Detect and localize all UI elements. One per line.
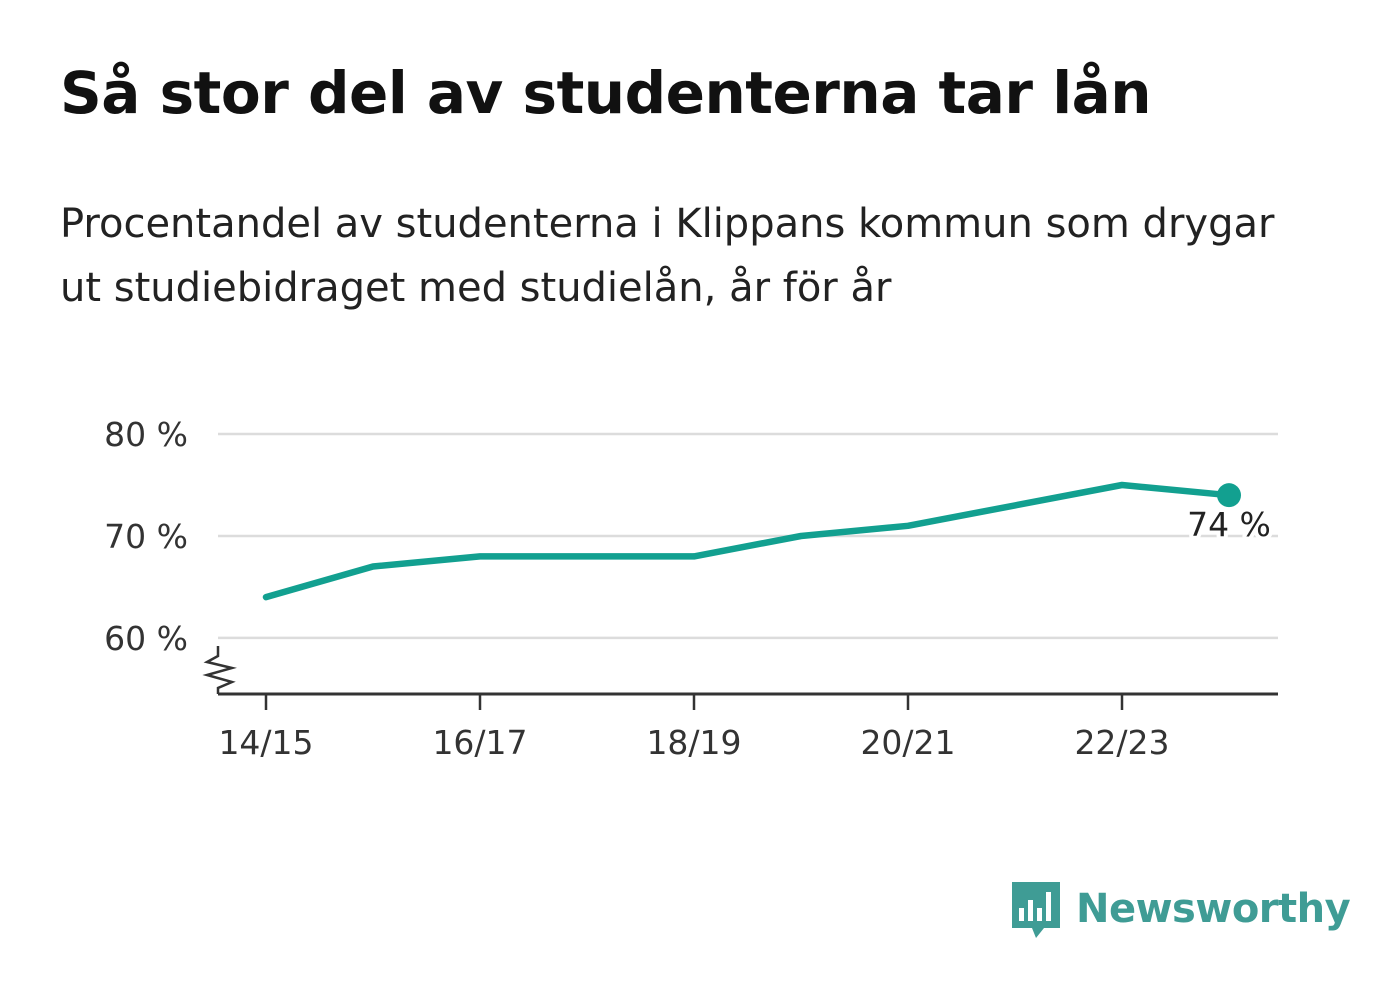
chart-subtitle: Procentandel av studenterna i Klippans k…: [60, 201, 1275, 311]
x-tick-label: 22/23: [1074, 723, 1169, 762]
series: [262, 481, 1241, 601]
x-tick-label: 18/19: [646, 723, 741, 762]
brand-name: Newsworthy: [1076, 886, 1351, 932]
end-point: [1217, 483, 1241, 508]
x-axis-ticks: 14/15 16/17 18/19 20/21 22/23: [218, 694, 1170, 762]
x-tick-label: 16/17: [432, 723, 527, 762]
gridlines: [218, 432, 1278, 640]
end-value-label: 74 %: [1187, 505, 1271, 544]
y-tick-label: 60 %: [104, 619, 188, 658]
y-axis-labels: 60 % 70 % 80 %: [104, 415, 188, 658]
x-tick-label: 20/21: [860, 723, 955, 762]
newsworthy-logo: Newsworthy: [1010, 876, 1351, 942]
bar-chart-speech-icon: [1012, 882, 1060, 938]
x-tick-label: 14/15: [218, 723, 313, 762]
y-tick-label: 80 %: [104, 415, 188, 454]
y-tick-label: 70 %: [104, 517, 188, 556]
series-line: [262, 481, 1233, 601]
chart-title: Så stor del av studenterna tar lån: [60, 59, 1152, 127]
y-axis-break-icon: [202, 646, 237, 694]
